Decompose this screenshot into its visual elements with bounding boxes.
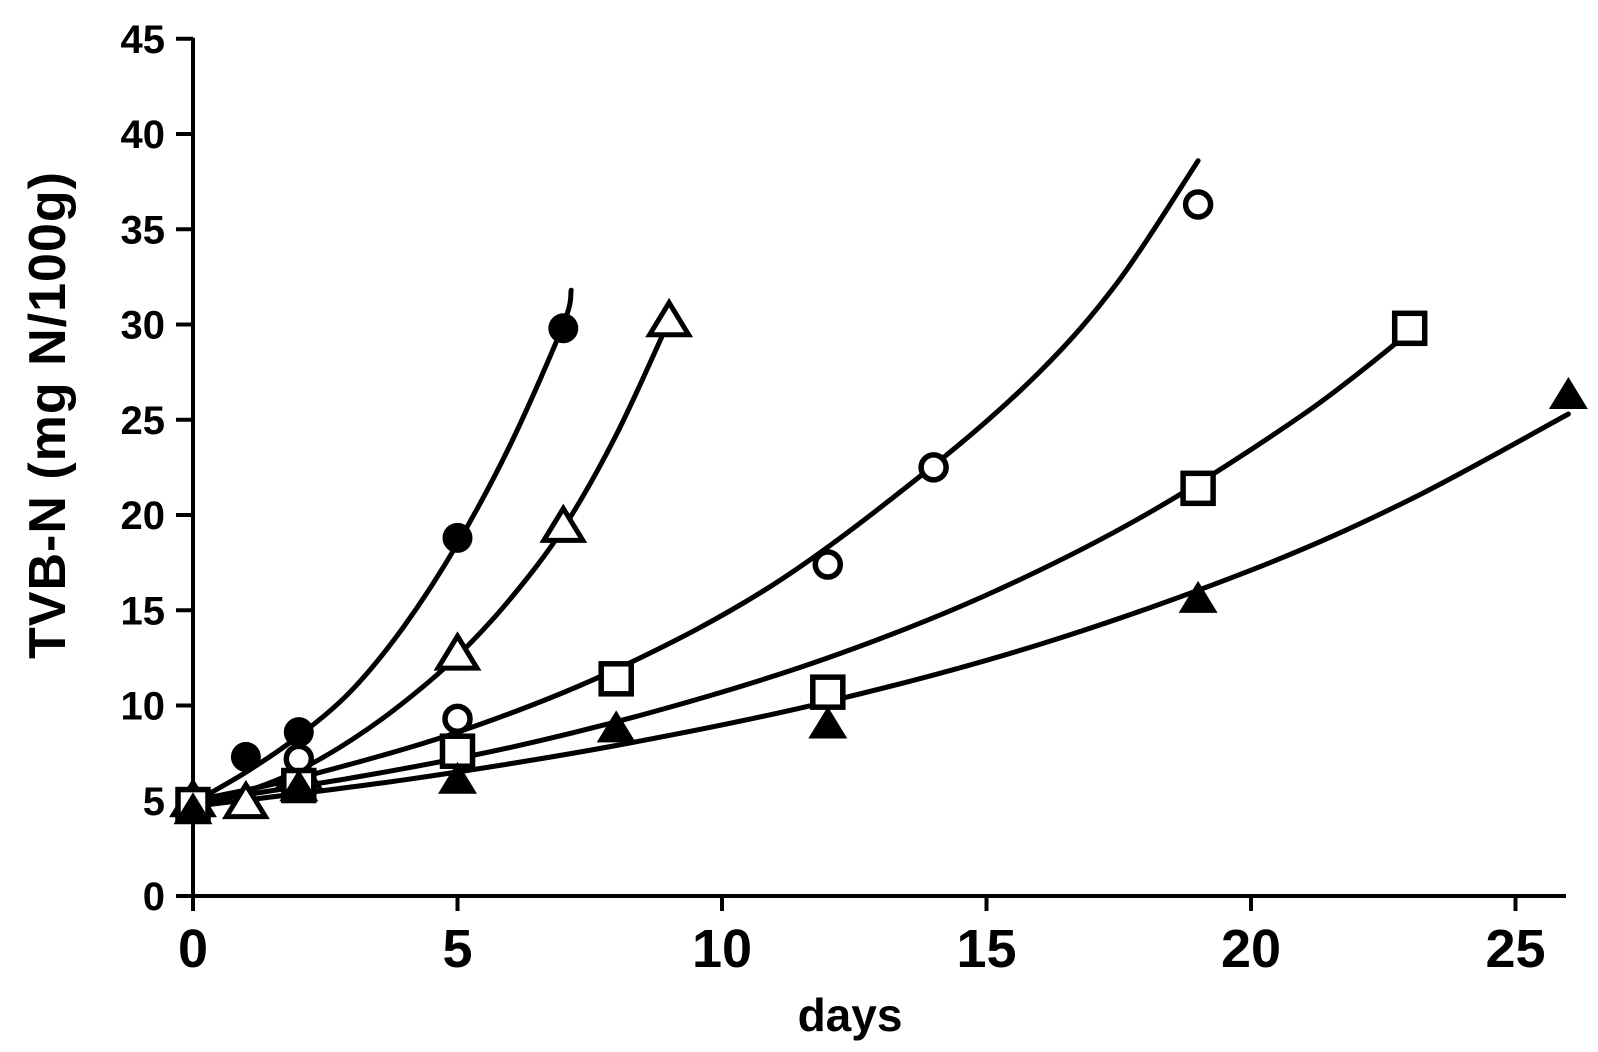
y-tick-label: 10 <box>121 685 166 729</box>
x-tick-label: 20 <box>1221 919 1281 979</box>
point-filled-circle-day1 <box>230 741 261 772</box>
point-open-circle-day12 <box>812 549 844 580</box>
series-open-triangle-curve <box>190 318 672 806</box>
series-open-circle-curve <box>190 158 1201 804</box>
point-open-circle-day5 <box>442 703 473 735</box>
point-open-circle-day19 <box>1182 189 1214 220</box>
y-tick-label: 0 <box>143 875 165 919</box>
y-tick-label: 25 <box>121 399 166 443</box>
point-open-square-day19 <box>1180 470 1216 507</box>
point-open-triangle-day5 <box>433 631 482 671</box>
point-open-square-day12 <box>810 674 846 710</box>
series-filled-triangle-curve <box>190 411 1571 809</box>
x-tick-label: 0 <box>178 919 208 979</box>
point-open-square-day8 <box>598 661 634 697</box>
y-tick-label: 35 <box>121 208 166 252</box>
point-filled-triangle-day5 <box>438 761 477 794</box>
x-tick-label: 5 <box>442 919 472 979</box>
point-open-triangle-day7 <box>539 503 588 543</box>
point-open-triangle-day1 <box>221 779 270 820</box>
point-filled-triangle-day2 <box>279 769 319 802</box>
x-axis-title: days <box>797 989 903 1041</box>
point-filled-triangle-day8 <box>596 710 636 743</box>
point-filled-circle-day2 <box>283 717 314 748</box>
point-open-circle-day2 <box>283 743 315 775</box>
point-open-triangle-day9 <box>645 297 694 338</box>
y-tick-label: 20 <box>121 494 166 538</box>
point-filled-triangle-day26 <box>1548 376 1588 409</box>
point-open-square-day5 <box>439 733 476 769</box>
x-tick-label: 10 <box>692 919 752 979</box>
y-tick-label: 45 <box>121 18 166 62</box>
point-filled-triangle-day12 <box>808 706 848 739</box>
point-filled-triangle-day0 <box>173 792 213 825</box>
y-tick-label: 40 <box>121 113 166 157</box>
series-open-square-curve <box>190 329 1413 806</box>
point-open-square-day23 <box>1391 310 1428 347</box>
y-axis-title: TVB-N (mg N/100g) <box>19 171 77 659</box>
y-tick-label: 5 <box>143 780 165 824</box>
point-filled-circle-day7 <box>548 313 579 344</box>
x-tick-label: 15 <box>956 919 1016 979</box>
point-open-circle-day14 <box>918 452 949 483</box>
x-tick-label: 25 <box>1485 919 1545 979</box>
point-filled-circle-day5 <box>442 522 473 553</box>
y-tick-label: 15 <box>121 589 166 633</box>
series-filled-circle-curve <box>190 287 574 806</box>
point-filled-triangle-day19 <box>1178 580 1218 613</box>
y-tick-label: 30 <box>121 304 166 348</box>
